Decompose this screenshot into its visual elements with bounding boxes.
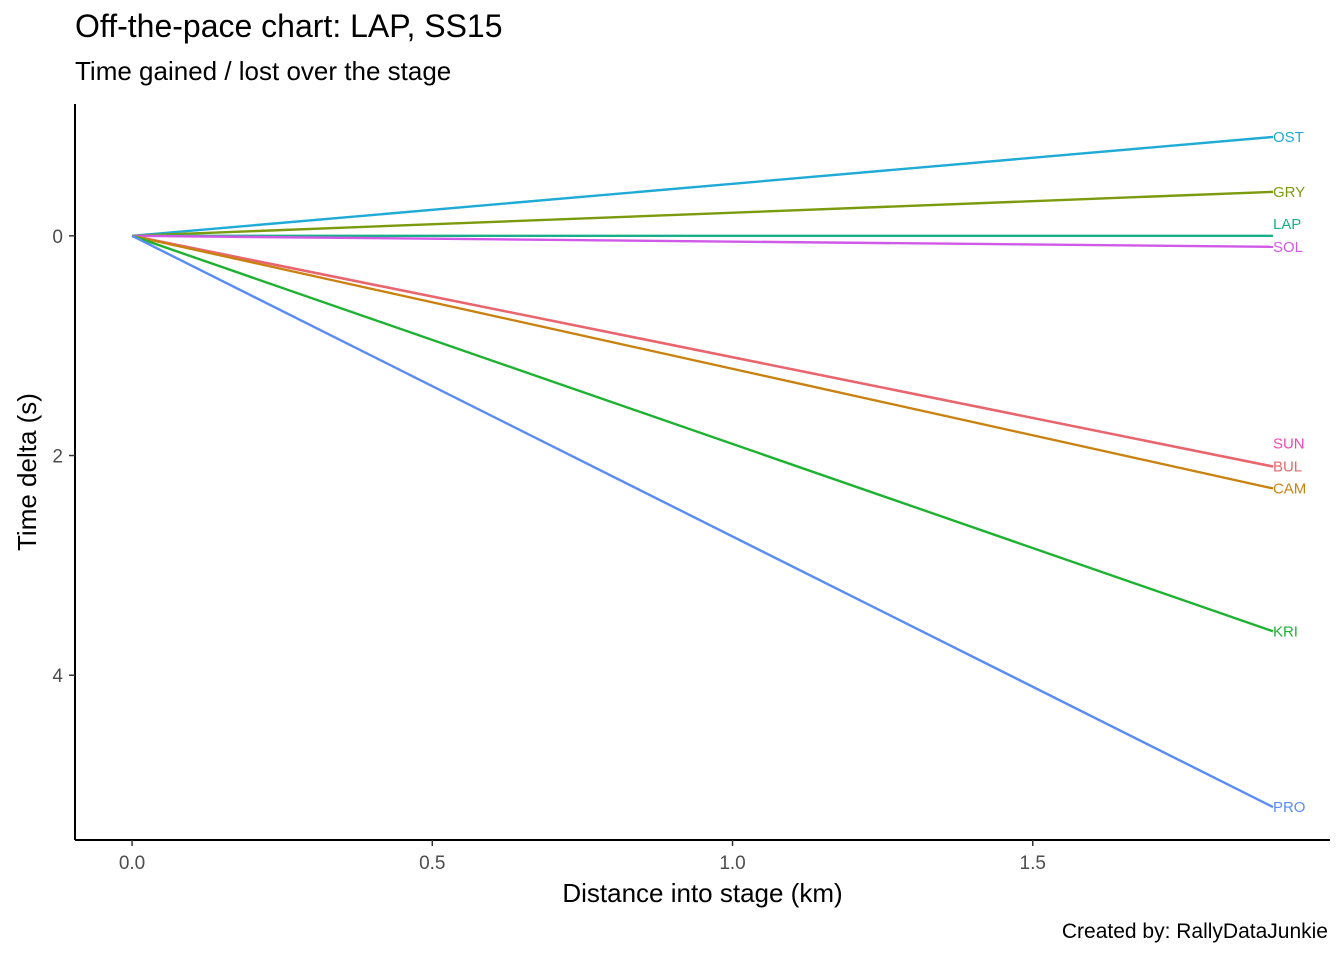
y-tick-label: 2 (52, 447, 63, 468)
x-tick-label: 1.5 (1020, 853, 1046, 874)
x-axis-title: Distance into stage (km) (562, 878, 842, 908)
axis-ticks: 0.0 0.5 1.0 1.5 0 2 4 (52, 227, 1046, 874)
x-tick-label: 1.0 (719, 853, 745, 874)
chart-caption: Created by: RallyDataJunkie (1061, 920, 1328, 943)
series-label-lap: LAP (1273, 216, 1301, 233)
series-label-gry: GRY (1273, 184, 1305, 201)
y-tick-label: 0 (52, 227, 63, 248)
series-line-cam (131, 234, 1274, 490)
series-label-sun: SUN (1273, 436, 1305, 453)
x-tick-label: 0.5 (419, 853, 445, 874)
series-label-bul: BUL (1273, 459, 1302, 476)
series-line-sol (132, 234, 1273, 249)
series-labels: OST GRY LAP SOL SUN BUL CAM KRI PRO (1273, 129, 1306, 816)
series-label-kri: KRI (1273, 623, 1298, 640)
series-label-pro: PRO (1273, 799, 1306, 816)
chart-subtitle: Time gained / lost over the stage (75, 56, 452, 86)
series-line-gry (131, 190, 1274, 238)
series-line-pro (131, 234, 1274, 809)
series-line-ost (131, 135, 1274, 238)
chart-title: Off-the-pace chart: LAP, SS15 (75, 8, 503, 44)
series-label-cam: CAM (1273, 480, 1306, 497)
series-line-bul (131, 234, 1274, 468)
series-lines (131, 135, 1274, 809)
y-axis-title: Time delta (s) (12, 393, 42, 551)
y-tick-label: 4 (52, 666, 63, 687)
x-tick-label: 0.0 (119, 853, 145, 874)
series-label-ost: OST (1273, 129, 1304, 146)
series-label-sol: SOL (1273, 239, 1303, 256)
series-line-kri (131, 234, 1274, 633)
